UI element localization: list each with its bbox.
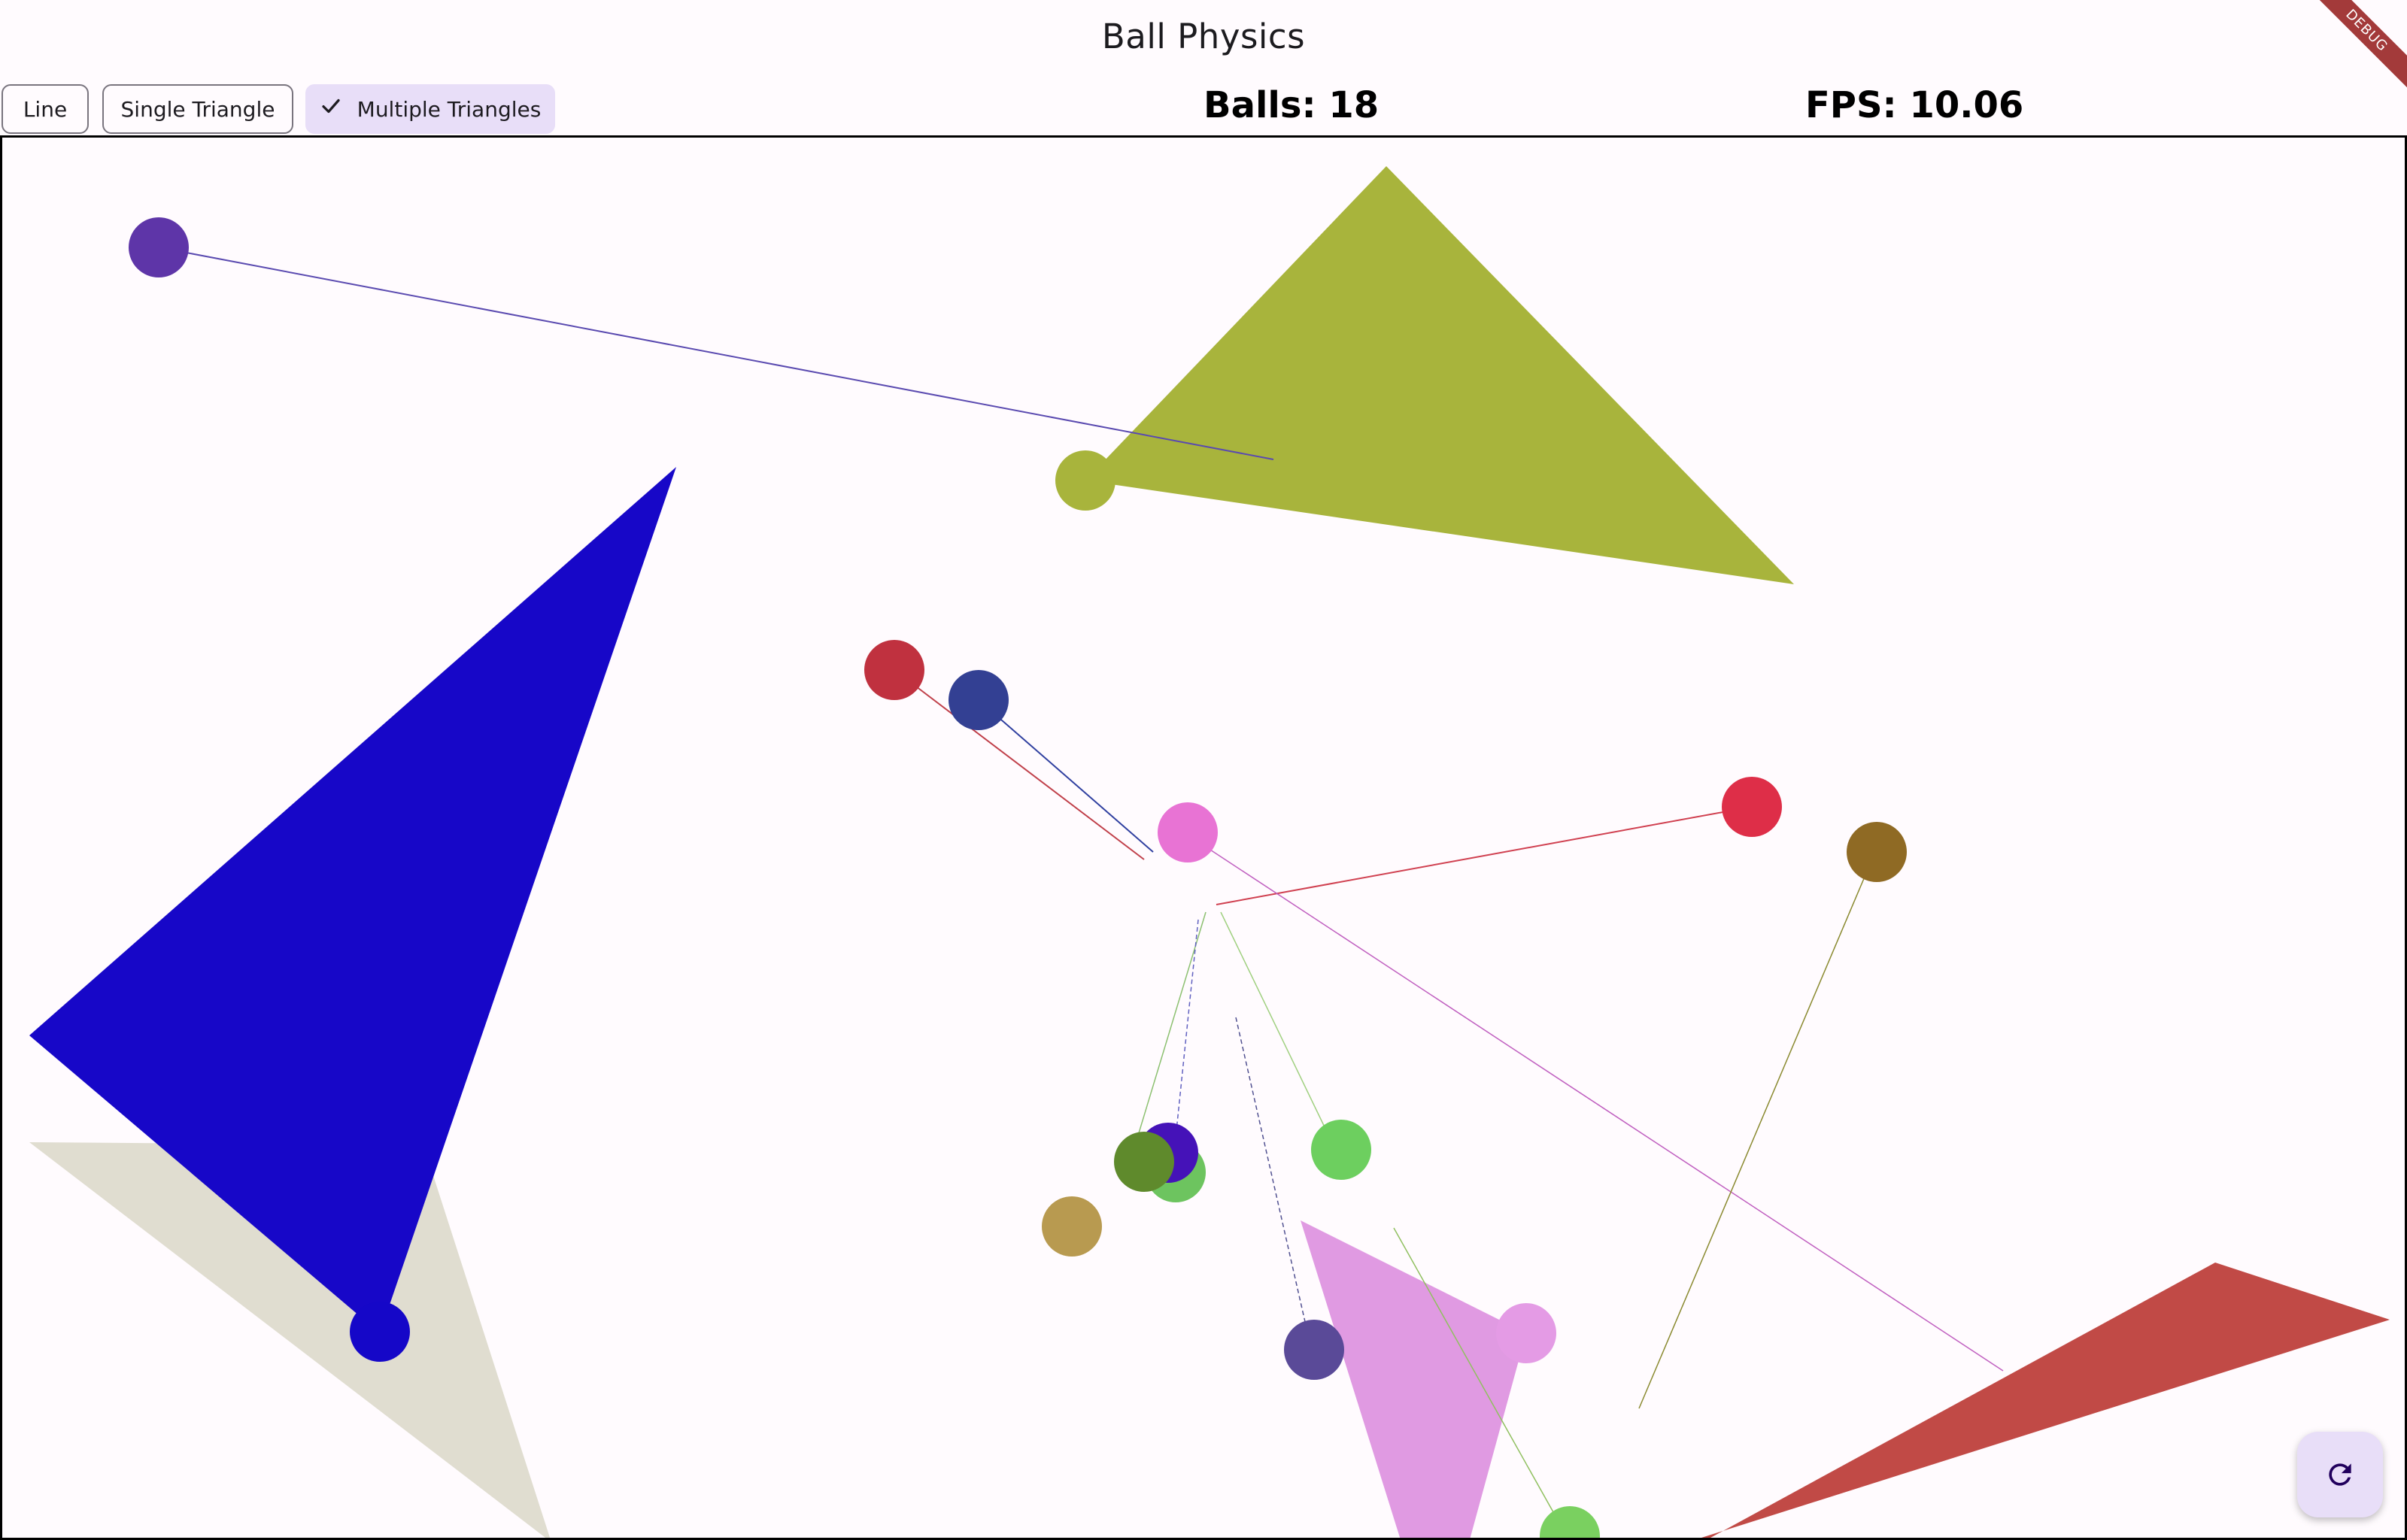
navy-link (978, 699, 1154, 853)
line-mode-button[interactable]: Line (2, 84, 89, 134)
check-icon (320, 95, 342, 123)
ball (1540, 1506, 1600, 1538)
ball (1158, 802, 1218, 862)
ball (1042, 1196, 1102, 1257)
ball (1722, 777, 1782, 837)
green-link-b (1220, 911, 1327, 1131)
slate-link (1235, 1017, 1312, 1349)
pink-triangle (1301, 1220, 1526, 1538)
line-mode-label: Line (23, 96, 68, 122)
ball (1311, 1120, 1371, 1180)
purple-link (158, 247, 1274, 460)
red-link-a (894, 669, 1145, 860)
ball (949, 670, 1009, 730)
ball (864, 640, 924, 700)
beige-triangle (29, 1142, 551, 1538)
olive-triangle (1085, 166, 1794, 584)
red-link-b (1216, 806, 1753, 905)
ball (1055, 450, 1115, 511)
multiple-triangles-mode-label: Multiple Triangles (357, 96, 542, 122)
lime-link (1393, 1227, 1568, 1537)
red-triangle (1701, 1263, 2390, 1538)
reset-button[interactable] (2297, 1432, 2383, 1517)
ball (350, 1302, 410, 1362)
ball (1114, 1132, 1174, 1192)
ball-count: Balls: 18 (1204, 84, 1380, 126)
brown-link (1638, 851, 1876, 1409)
pink-link (1190, 836, 2004, 1372)
simulation-drawing (29, 166, 2390, 1538)
multiple-triangles-mode-button[interactable]: Multiple Triangles (305, 84, 555, 134)
blue-triangle (29, 467, 676, 1333)
fps-counter: FPS: 10.06 (1805, 84, 2024, 126)
single-triangle-mode-label: Single Triangle (120, 96, 275, 122)
physics-canvas[interactable] (0, 135, 2407, 1540)
debug-banner-label: DEBUG (2302, 0, 2407, 98)
violet-link (1175, 919, 1199, 1138)
ball (129, 217, 189, 277)
page-title: Ball Physics (1101, 17, 1306, 56)
refresh-icon (2329, 1463, 2351, 1486)
ball (1284, 1320, 1344, 1380)
debug-banner: DEBUG (2302, 0, 2407, 105)
ball (1847, 822, 1907, 882)
ball (1496, 1303, 1556, 1363)
single-triangle-mode-button[interactable]: Single Triangle (102, 84, 293, 134)
green-link-a (1130, 911, 1207, 1161)
